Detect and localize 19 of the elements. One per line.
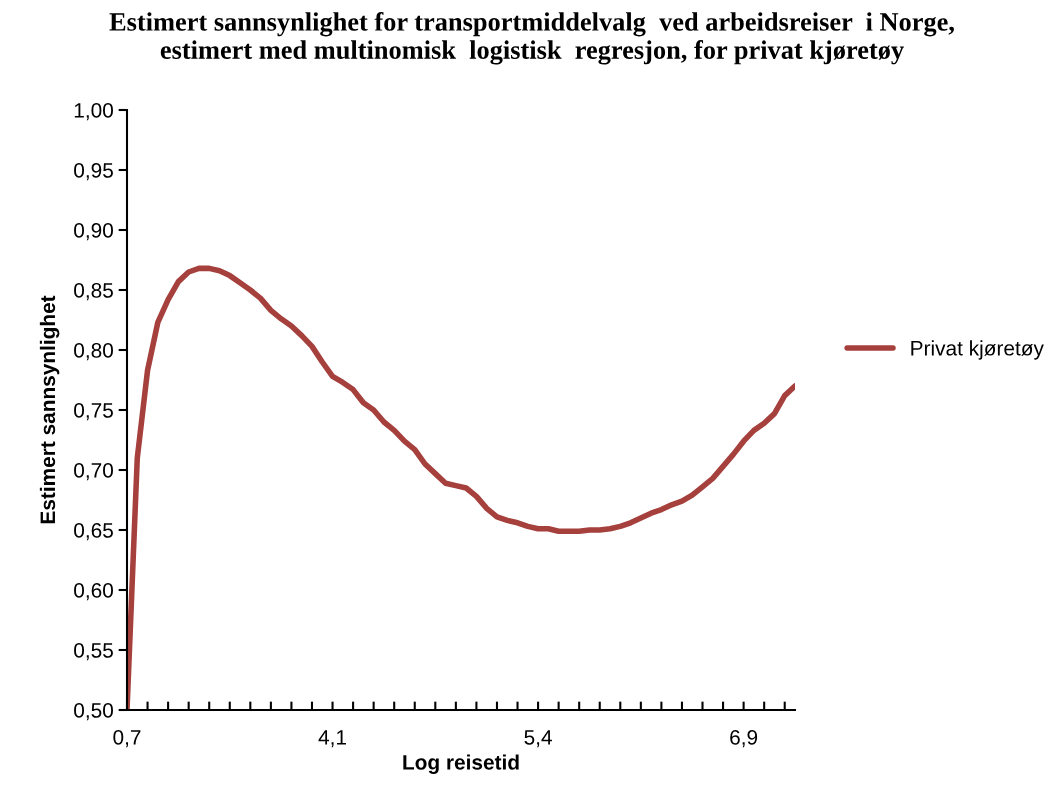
y-tick-label: 0,90 — [74, 223, 113, 241]
y-tick-label: 0,80 — [74, 343, 113, 361]
y-tick-label: 0,65 — [74, 523, 113, 541]
y-tick-label: 0,60 — [74, 583, 113, 601]
y-axis-title: Estimert sannsynlighet — [39, 295, 60, 524]
x-tick-label: 4,1 — [318, 730, 346, 748]
x-tick-label: 5,4 — [524, 730, 552, 748]
y-tick-label: 0,55 — [74, 643, 113, 661]
chart-title: Estimert sannsynlighet for transportmiddelvalg ved arbeidsreiser i Norge, estimert med multinomisk logistisk regresjon, for privat kjøretøy — [109, 11, 954, 65]
y-tick-label: 0,70 — [74, 463, 113, 481]
x-tick-label: 6,9 — [730, 729, 758, 748]
y-tick-label: 1,00 — [74, 103, 113, 121]
y-tick-label: 0,95 — [74, 163, 113, 181]
y-tick-label: 0,75 — [74, 403, 113, 421]
legend-label: Privat kjøretøy — [911, 340, 1044, 360]
x-axis-title: Log reisetid — [403, 754, 519, 774]
x-tick-label: 0,7 — [113, 729, 141, 748]
y-tick-label: 0,85 — [74, 283, 113, 301]
y-tick-label: 0,50 — [74, 703, 113, 721]
